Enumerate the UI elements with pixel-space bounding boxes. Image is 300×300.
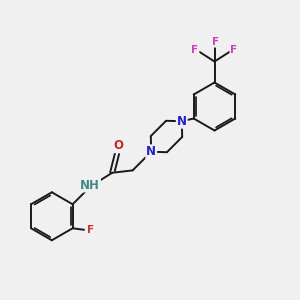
Text: F: F: [87, 225, 94, 235]
Text: N: N: [177, 115, 187, 128]
Text: NH: NH: [80, 178, 100, 192]
Text: F: F: [212, 37, 219, 47]
Text: F: F: [191, 45, 199, 56]
Text: F: F: [230, 45, 238, 56]
Text: N: N: [146, 145, 156, 158]
Text: O: O: [113, 139, 123, 152]
